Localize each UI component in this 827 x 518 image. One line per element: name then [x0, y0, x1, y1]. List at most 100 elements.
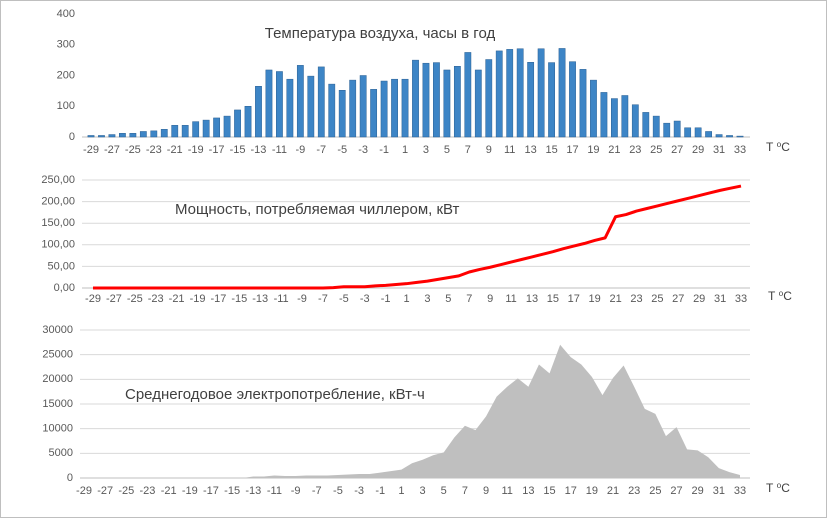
bar — [296, 65, 304, 138]
x-tick-label: 1 — [398, 485, 404, 497]
x-tick-label: 27 — [671, 144, 683, 156]
x-tick-label: -5 — [339, 293, 349, 305]
bar — [736, 135, 744, 138]
x-tick-label: -27 — [104, 144, 120, 156]
bar — [715, 134, 723, 138]
x-tick-label: 23 — [628, 485, 640, 497]
x-tick-label: -11 — [274, 293, 289, 305]
x-tick-label: 1 — [403, 293, 409, 305]
x-tick-label: -19 — [188, 144, 204, 156]
x-tick-label: -13 — [245, 485, 261, 497]
x-tick-label: 19 — [589, 293, 601, 305]
y-tick-label: 200 — [57, 69, 75, 81]
bar — [433, 62, 440, 138]
x-tick-label: 29 — [692, 144, 704, 156]
bar — [642, 112, 650, 138]
y-tick-label: 0 — [67, 472, 73, 484]
x-tick-label: -27 — [106, 293, 122, 305]
x-tick-label: -3 — [358, 144, 368, 156]
y-tick-label: 200,00 — [41, 196, 75, 208]
bar — [276, 71, 283, 138]
bar — [108, 134, 116, 138]
line — [93, 184, 742, 290]
x-tick-label: 7 — [465, 144, 471, 156]
bar — [516, 48, 524, 138]
y-tick-label: 100 — [57, 100, 75, 112]
bar — [202, 119, 210, 138]
x-tick-label: -23 — [148, 293, 164, 305]
x-tick-label: 11 — [502, 485, 513, 497]
x-tick-label: 17 — [566, 144, 578, 156]
x-tick-label: 15 — [547, 293, 559, 305]
x-tick-label: 7 — [466, 293, 472, 305]
bar — [590, 79, 597, 138]
x-tick-label: 17 — [565, 485, 577, 497]
x-tick-label: 27 — [670, 485, 682, 497]
x-tick-label: 5 — [445, 293, 451, 305]
bar — [495, 50, 503, 138]
bar — [181, 125, 189, 138]
x-tick-label: -19 — [182, 485, 198, 497]
x-tick-label: -15 — [224, 485, 240, 497]
x-tick-label: 33 — [734, 485, 746, 497]
x-tick-label: 31 — [713, 144, 725, 156]
bar — [673, 120, 681, 138]
x-tick-label: -3 — [354, 485, 364, 497]
y-tick-label: 50,00 — [47, 260, 75, 272]
x-tick-label: -13 — [252, 293, 268, 305]
x-tick-label: 21 — [608, 144, 620, 156]
bar — [119, 133, 126, 138]
bar — [129, 133, 137, 138]
x-tick-label: 13 — [526, 293, 538, 305]
bar — [171, 125, 179, 138]
x-tick-label: -17 — [210, 293, 226, 305]
x-tick-label: 23 — [629, 144, 641, 156]
bar — [317, 66, 325, 138]
x-tick-label: 9 — [487, 293, 493, 305]
x-tick-label: -5 — [333, 485, 343, 497]
x-tick-label: -15 — [231, 293, 247, 305]
x-tick-label: 5 — [441, 485, 447, 497]
bar — [338, 90, 346, 138]
y-tick-label: 150,00 — [41, 217, 75, 229]
x-tick-label: 5 — [444, 144, 450, 156]
bar — [621, 95, 629, 138]
bar — [569, 61, 576, 138]
x-axis-label: T ⁰C — [768, 289, 792, 303]
y-tick-label: 0 — [69, 131, 75, 143]
bar — [610, 98, 618, 138]
x-axis-label: T ⁰C — [766, 481, 790, 495]
bar — [98, 135, 105, 138]
bar — [527, 62, 535, 138]
x-tick-label: -13 — [251, 144, 267, 156]
bar — [726, 135, 733, 138]
x-tick-label: 21 — [609, 293, 621, 305]
bar — [234, 109, 241, 138]
x-tick-label: -11 — [267, 485, 282, 497]
x-tick-label: 29 — [692, 485, 704, 497]
chart-title: Температура воздуха, часы в год — [265, 25, 496, 42]
bar — [558, 48, 566, 138]
bar — [600, 92, 608, 138]
bar — [349, 79, 357, 138]
x-tick-label: -1 — [381, 293, 391, 305]
x-tick-label: -5 — [337, 144, 347, 156]
bar — [537, 48, 545, 138]
x-tick-label: 3 — [424, 293, 430, 305]
x-tick-label: -29 — [76, 485, 92, 497]
bar — [663, 122, 671, 138]
y-tick-label: 10000 — [42, 423, 73, 435]
x-tick-label: 25 — [649, 485, 661, 497]
bar — [391, 78, 398, 138]
bar — [160, 129, 168, 138]
bar — [412, 59, 419, 138]
x-tick-label: -9 — [297, 293, 307, 305]
x-tick-label: 9 — [483, 485, 489, 497]
bar — [652, 115, 660, 138]
y-tick-label: 30000 — [42, 324, 73, 336]
x-tick-label: 23 — [630, 293, 642, 305]
bar — [87, 135, 95, 138]
bar — [401, 78, 409, 138]
y-tick-label: 25000 — [42, 349, 73, 361]
x-tick-label: -1 — [375, 485, 385, 497]
